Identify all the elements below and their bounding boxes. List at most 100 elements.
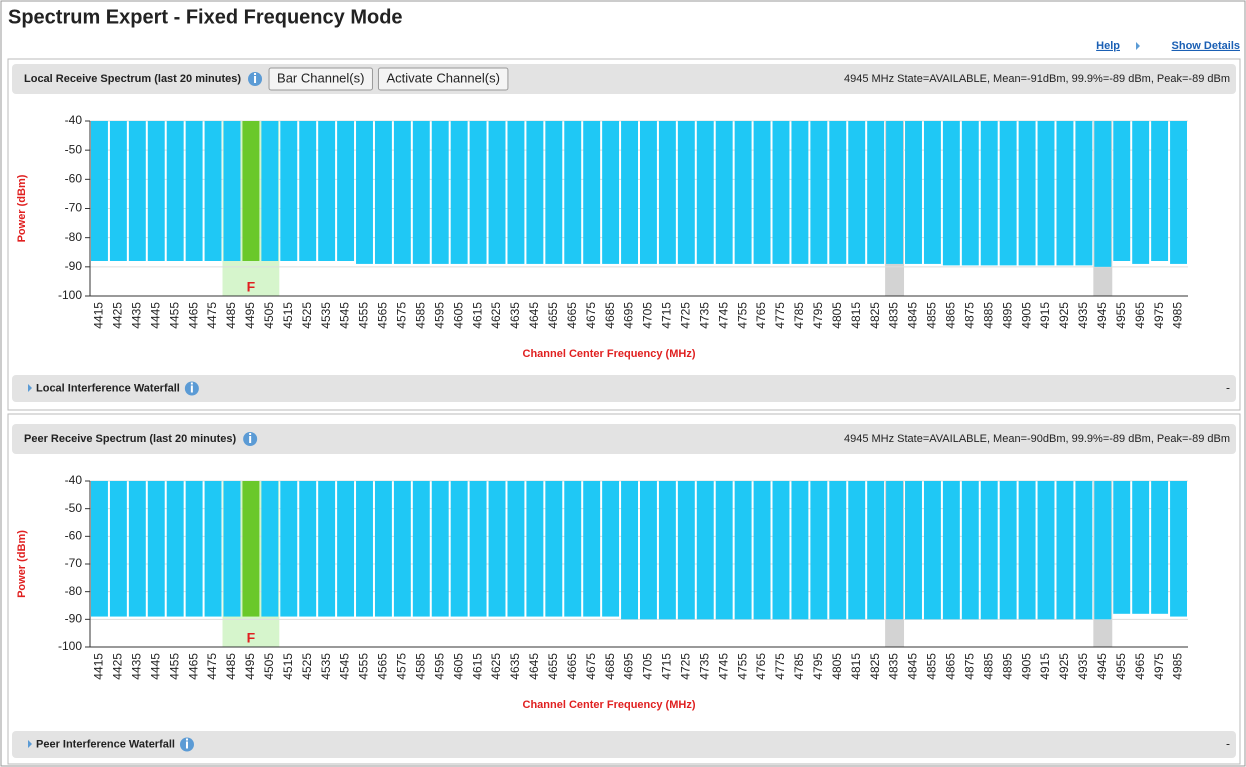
info-glyph bbox=[185, 738, 188, 741]
bar bbox=[280, 121, 298, 261]
x-tick-label: 4845 bbox=[906, 653, 920, 680]
x-tick-label: 4855 bbox=[925, 302, 939, 329]
bar bbox=[412, 121, 430, 264]
x-tick-label: 4415 bbox=[92, 302, 106, 329]
waterfall-bar[interactable] bbox=[12, 731, 1236, 758]
x-tick-label: 4965 bbox=[1133, 302, 1147, 329]
bar bbox=[299, 481, 317, 617]
x-tick-label: 4765 bbox=[754, 653, 768, 680]
y-tick-label: -50 bbox=[65, 142, 83, 156]
bar bbox=[261, 481, 279, 617]
x-tick-label: 4815 bbox=[849, 302, 863, 329]
x-tick-label: 4475 bbox=[205, 302, 219, 329]
bar bbox=[318, 481, 336, 617]
x-tick-label: 4975 bbox=[1152, 302, 1166, 329]
bar bbox=[640, 481, 657, 620]
x-tick-label: 4835 bbox=[887, 653, 901, 680]
waterfall-label[interactable]: Peer Interference Waterfall bbox=[36, 738, 175, 750]
x-tick-label: 4915 bbox=[1038, 653, 1052, 680]
bar bbox=[696, 121, 714, 264]
button-label[interactable]: Activate Channel(s) bbox=[386, 70, 499, 85]
x-tick-label: 4805 bbox=[830, 302, 844, 329]
info-glyph bbox=[254, 76, 257, 83]
x-tick-label: 4555 bbox=[357, 653, 371, 680]
bar bbox=[696, 481, 714, 620]
y-tick-label: -50 bbox=[65, 501, 83, 515]
bar bbox=[810, 481, 828, 620]
bar bbox=[734, 121, 752, 264]
bar bbox=[1018, 121, 1036, 266]
waterfall-label[interactable]: Local Interference Waterfall bbox=[36, 382, 180, 394]
x-tick-label: 4455 bbox=[167, 653, 181, 680]
x-tick-label: 4675 bbox=[584, 653, 598, 680]
bar bbox=[715, 481, 733, 620]
bar bbox=[1094, 121, 1112, 267]
x-tick-label: 4585 bbox=[413, 302, 427, 329]
expand-icon bbox=[28, 384, 32, 392]
x-tick-label: 4485 bbox=[224, 302, 238, 329]
button[interactable] bbox=[377, 67, 509, 91]
bar bbox=[507, 481, 525, 617]
x-tick-label: 4685 bbox=[603, 302, 617, 329]
bar bbox=[886, 481, 904, 620]
bar bbox=[583, 121, 601, 264]
x-tick-label: 4705 bbox=[641, 302, 655, 329]
bar bbox=[223, 481, 241, 617]
y-tick-label: -40 bbox=[65, 473, 83, 487]
bar bbox=[356, 121, 373, 264]
bar bbox=[677, 481, 695, 620]
x-tick-label: 4765 bbox=[754, 302, 768, 329]
x-tick-label: 4535 bbox=[319, 302, 333, 329]
x-axis-title: Channel Center Frequency (MHz) bbox=[523, 348, 696, 360]
x-tick-label: 4945 bbox=[1095, 302, 1109, 329]
expand-icon bbox=[28, 740, 32, 748]
x-tick-label: 4585 bbox=[413, 653, 427, 680]
bar bbox=[1132, 481, 1150, 614]
page-title: Spectrum Expert - Fixed Frequency Mode bbox=[8, 6, 403, 28]
bar bbox=[393, 121, 411, 264]
x-tick-label: 4745 bbox=[716, 302, 730, 329]
bar bbox=[450, 121, 468, 264]
x-tick-label: 4575 bbox=[395, 302, 409, 329]
bar bbox=[204, 121, 222, 261]
button-label[interactable]: Bar Channel(s) bbox=[277, 70, 364, 85]
x-tick-label: 4445 bbox=[148, 653, 162, 680]
x-tick-label: 4905 bbox=[1019, 653, 1033, 680]
x-tick-label: 4525 bbox=[300, 653, 314, 680]
x-tick-label: 4665 bbox=[565, 653, 579, 680]
bar bbox=[488, 481, 506, 617]
button[interactable] bbox=[268, 67, 373, 91]
bar bbox=[999, 121, 1017, 266]
bar bbox=[109, 481, 127, 617]
x-tick-label: 4835 bbox=[887, 302, 901, 329]
x-tick-label: 4555 bbox=[357, 302, 371, 329]
x-tick-label: 4755 bbox=[735, 653, 749, 680]
x-tick-label: 4825 bbox=[868, 653, 882, 680]
bar bbox=[980, 121, 998, 266]
bar bbox=[128, 121, 146, 261]
x-tick-label: 4565 bbox=[376, 653, 390, 680]
x-tick-label: 4545 bbox=[338, 302, 352, 329]
bar bbox=[507, 121, 525, 264]
bar bbox=[791, 121, 809, 264]
y-tick-label: -60 bbox=[65, 529, 83, 543]
waterfall-bar[interactable] bbox=[12, 375, 1236, 402]
x-tick-label: 4455 bbox=[167, 302, 181, 329]
help-link[interactable]: Help bbox=[1096, 40, 1120, 52]
bar bbox=[185, 481, 203, 617]
bar bbox=[640, 121, 657, 264]
y-axis-title: Power (dBm) bbox=[16, 530, 28, 598]
x-tick-label: 4955 bbox=[1114, 302, 1128, 329]
x-tick-label: 4705 bbox=[641, 653, 655, 680]
details-link[interactable]: Show Details bbox=[1172, 40, 1240, 52]
x-tick-label: 4665 bbox=[565, 302, 579, 329]
x-tick-label: 4495 bbox=[243, 653, 257, 680]
x-tick-label: 4425 bbox=[111, 302, 125, 329]
bar bbox=[791, 481, 809, 620]
bar bbox=[1075, 121, 1093, 266]
bar bbox=[147, 121, 165, 261]
bar bbox=[564, 121, 582, 264]
x-tick-label: 4635 bbox=[508, 653, 522, 680]
x-tick-label: 4725 bbox=[678, 302, 692, 329]
x-tick-label: 4685 bbox=[603, 653, 617, 680]
